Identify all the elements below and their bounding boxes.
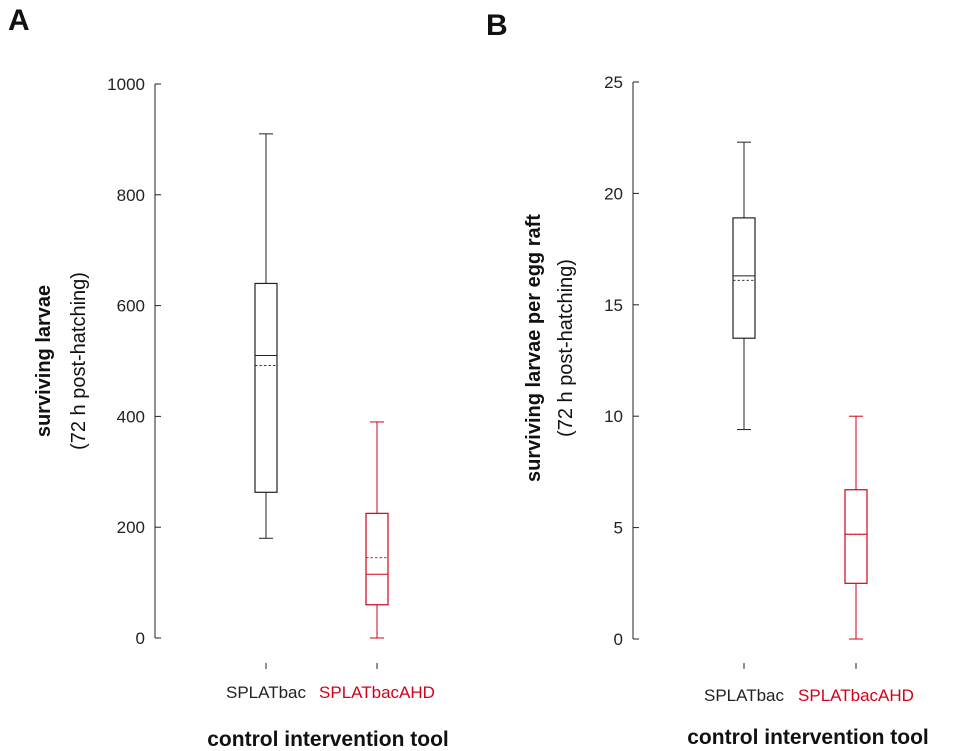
x-tick-label: SPLATbac (226, 683, 307, 702)
y-tick-label: 25 (604, 73, 623, 92)
y-tick-label: 5 (614, 519, 623, 538)
x-axis-label: control intervention tool (687, 726, 929, 749)
y-axis-sublabel: (72 h post-hatching) (68, 272, 90, 450)
box-iqr (254, 282, 278, 493)
y-axis-label: surviving larvae (33, 285, 55, 437)
x-tick-label: SPLATbac (704, 686, 785, 705)
y-tick-label: 20 (604, 184, 623, 203)
box-iqr (732, 217, 756, 339)
y-tick-label: 1000 (107, 75, 145, 94)
y-tick-label: 800 (117, 186, 145, 205)
y-tick-label: 15 (604, 296, 623, 315)
x-axis-label: control intervention tool (207, 728, 449, 751)
panel-letter: B (486, 9, 508, 42)
box-iqr (365, 512, 389, 606)
panel-letter: A (8, 4, 30, 37)
box-iqr (844, 489, 868, 584)
x-tick-label: SPLATbacAHD (319, 683, 435, 702)
y-tick-label: 10 (604, 407, 623, 426)
x-tick-label: SPLATbacAHD (798, 686, 914, 705)
y-tick-label: 0 (614, 630, 623, 649)
y-tick-label: 0 (136, 629, 145, 648)
y-tick-label: 400 (117, 407, 145, 426)
y-tick-label: 600 (117, 297, 145, 316)
y-tick-label: 200 (117, 518, 145, 537)
y-axis-sublabel: (72 h post-hatching) (555, 259, 577, 437)
y-axis-label: surviving larvae per egg raft (523, 214, 545, 482)
